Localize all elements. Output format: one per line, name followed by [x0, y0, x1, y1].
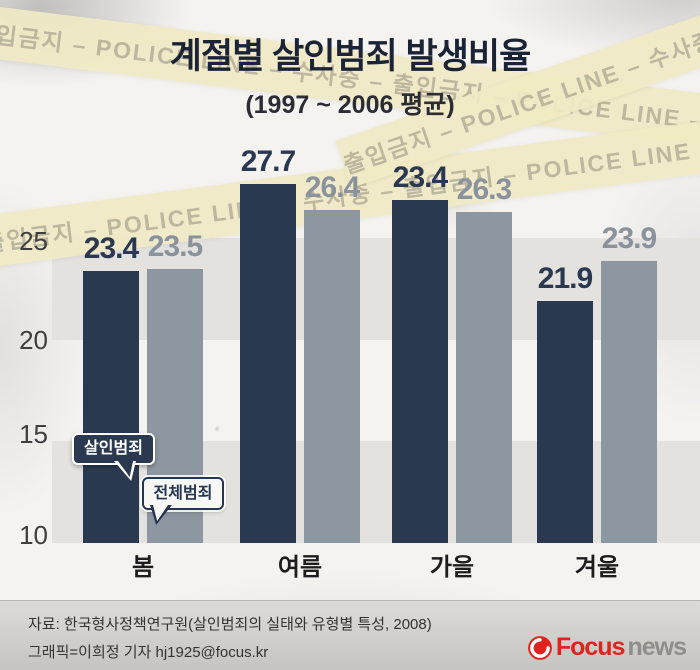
- bar-value-label: 23.4: [392, 160, 448, 194]
- callout-tail-icon: [114, 461, 136, 481]
- bar-value-label: 26.3: [456, 173, 512, 207]
- bar-value-label: 26.4: [304, 171, 360, 205]
- bar-전체범죄-겨울: [601, 260, 657, 543]
- y-tick-label: 20: [19, 325, 48, 355]
- axis-label-겨울: 겨울: [574, 554, 620, 581]
- focus-news-swirl-icon: [527, 635, 552, 660]
- credit-text: 그래픽=이희정 기자 hj1925@focus.kr: [28, 644, 269, 661]
- bar-살인범죄-겨울: [537, 301, 593, 543]
- axis-label-봄: 봄: [131, 554, 155, 581]
- legend-callout-total: 전체범죄: [142, 477, 224, 510]
- bar-value-label: 23.4: [83, 231, 139, 265]
- legend-callout-murder: 살인범죄: [72, 433, 155, 465]
- bar-value-label: 23.9: [601, 221, 657, 255]
- page-subtitle: (1997 ~ 2006 평균): [245, 91, 455, 119]
- axis-label-여름: 여름: [277, 554, 323, 581]
- footer: 자료: 한국형사정책연구원(살인범죄의 실태와 유형별 특성, 2008) 그래…: [0, 600, 700, 670]
- bar-value-label: 27.7: [240, 144, 296, 178]
- bar-value-label: 21.9: [537, 262, 593, 296]
- bar-살인범죄-가을: [392, 199, 448, 543]
- y-tick-label: 10: [19, 520, 48, 550]
- callout-tail-icon: [150, 505, 172, 525]
- logo-suffix-text: news: [627, 633, 687, 661]
- bar-살인범죄-봄: [83, 270, 139, 543]
- y-tick-label: 25: [19, 225, 48, 256]
- bar-전체범죄-가을: [456, 212, 512, 543]
- focus-news-logo: Focus news: [527, 633, 687, 662]
- axis-label-가을: 가을: [429, 554, 475, 581]
- source-text: 자료: 한국형사정책연구원(살인범죄의 실태와 유형별 특성, 2008): [28, 616, 432, 633]
- bar-전체범죄-여름: [304, 210, 360, 543]
- bar-value-label: 23.5: [147, 229, 203, 263]
- logo-brand-text: Focus: [555, 633, 626, 661]
- bar-살인범죄-여름: [240, 183, 296, 543]
- page-title: 계절별 살인범죄 발생비율: [169, 37, 532, 76]
- y-tick-label: 15: [19, 418, 48, 449]
